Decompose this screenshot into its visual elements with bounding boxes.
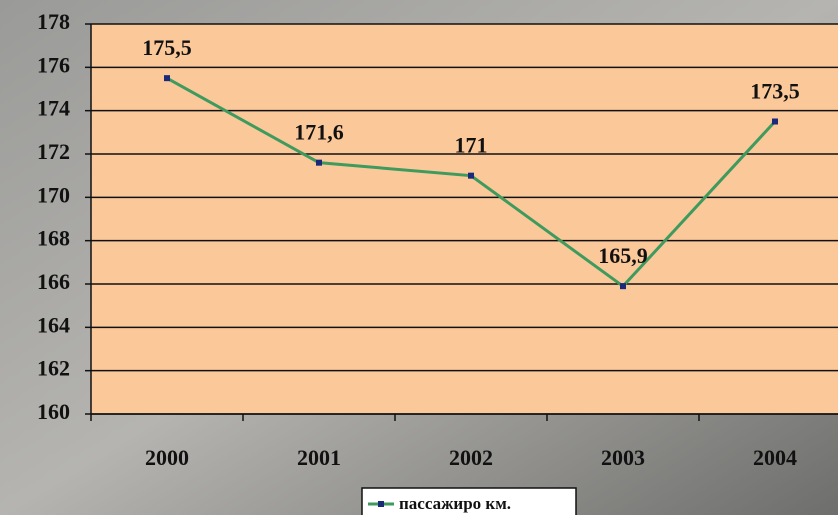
marker: [316, 159, 322, 166]
marker: [164, 75, 170, 82]
y-tick-label: 160: [37, 399, 70, 424]
x-tick-label: 2001: [297, 445, 341, 470]
x-tick-label: 2004: [753, 445, 797, 470]
y-tick-label: 174: [37, 96, 70, 121]
y-tick-label: 162: [37, 356, 70, 381]
marker: [620, 283, 626, 290]
legend-label: пассажиро км.: [399, 494, 511, 513]
y-tick-label: 170: [37, 182, 70, 207]
value-label: 173,5: [750, 79, 800, 104]
legend-box: [361, 487, 577, 515]
y-tick-label: 166: [37, 269, 70, 294]
value-label: 175,5: [142, 35, 192, 60]
plot-area: [91, 24, 838, 414]
value-label: 171: [455, 133, 488, 158]
value-label: 171,6: [294, 120, 344, 145]
y-tick-label: 176: [37, 52, 70, 77]
y-tick-label: 172: [37, 139, 70, 164]
legend-marker: [378, 501, 384, 507]
marker: [468, 172, 474, 179]
value-label: 165,9: [598, 243, 648, 268]
marker: [772, 118, 778, 125]
x-tick-label: 2000: [145, 445, 189, 470]
y-tick-label: 168: [37, 226, 70, 251]
y-tick-label: 178: [37, 9, 70, 34]
x-tick-label: 2003: [601, 445, 645, 470]
y-tick-label: 164: [37, 312, 70, 337]
x-tick-label: 2002: [449, 445, 493, 470]
